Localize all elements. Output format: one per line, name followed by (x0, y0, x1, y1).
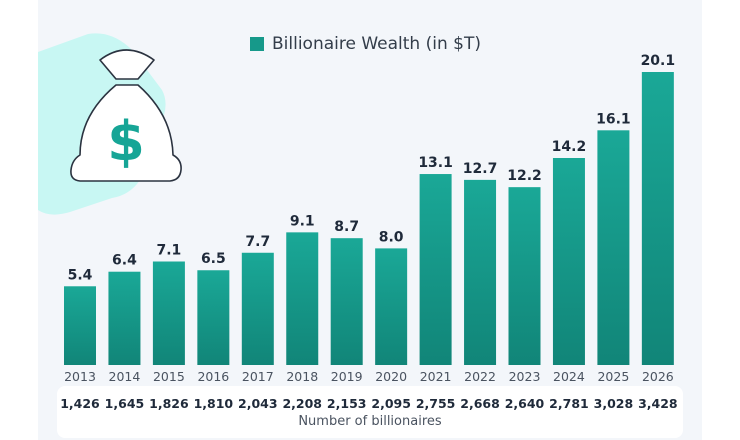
count-2022: 2,668 (460, 396, 500, 411)
count-2014: 1,645 (105, 396, 145, 411)
bar-2016 (197, 270, 230, 365)
bar-2026 (641, 72, 674, 365)
bar-2017 (241, 252, 274, 365)
count-2013: 1,426 (60, 396, 100, 411)
x-tick-2022: 2022 (464, 369, 496, 384)
x-tick-2013: 2013 (64, 369, 96, 384)
x-tick-2015: 2015 (153, 369, 185, 384)
value-label-2026: 20.1 (641, 53, 676, 69)
count-2025: 3,028 (594, 396, 634, 411)
x-tick-2026: 2026 (642, 369, 674, 384)
count-2016: 1,810 (194, 396, 234, 411)
bar-2019 (330, 238, 363, 365)
count-label: Number of billionaires (298, 414, 442, 429)
x-tick-2017: 2017 (242, 369, 274, 384)
value-label-2018: 9.1 (290, 213, 315, 229)
x-tick-2025: 2025 (597, 369, 629, 384)
value-label-2015: 7.1 (156, 243, 181, 259)
x-tick-2019: 2019 (331, 369, 363, 384)
bar-2022 (464, 179, 497, 365)
count-2024: 2,781 (549, 396, 589, 411)
bar-2025 (597, 130, 630, 365)
count-2023: 2,640 (505, 396, 545, 411)
billionaire-count-box (57, 386, 683, 438)
x-tick-2024: 2024 (553, 369, 585, 384)
bar-2014 (108, 271, 141, 365)
count-2017: 2,043 (238, 396, 278, 411)
legend-label: Billionaire Wealth (in $T) (272, 34, 481, 54)
x-tick-2023: 2023 (509, 369, 541, 384)
money-bag-icon: $ (38, 33, 182, 215)
value-label-2019: 8.7 (334, 219, 359, 235)
value-label-2022: 12.7 (463, 161, 498, 177)
value-label-2021: 13.1 (418, 155, 453, 171)
bar-2015 (152, 261, 185, 365)
x-tick-2014: 2014 (109, 369, 141, 384)
bar-2013 (64, 286, 96, 365)
value-label-2020: 8.0 (379, 229, 404, 245)
bar-2020 (375, 248, 408, 365)
count-2019: 2,153 (327, 396, 367, 411)
count-2018: 2,208 (282, 396, 322, 411)
value-label-2017: 7.7 (245, 234, 270, 250)
legend: Billionaire Wealth (in $T) (250, 34, 481, 54)
value-label-2025: 16.1 (596, 111, 631, 127)
value-label-2024: 14.2 (552, 139, 587, 155)
value-label-2023: 12.2 (507, 168, 542, 184)
value-label-2016: 6.5 (201, 251, 226, 267)
legend-swatch (250, 37, 264, 51)
count-2026: 3,428 (638, 396, 678, 411)
bar-2021 (419, 174, 452, 365)
bar-2024 (552, 158, 585, 365)
x-tick-2016: 2016 (197, 369, 229, 384)
x-tick-2018: 2018 (286, 369, 318, 384)
value-label-2014: 6.4 (112, 253, 137, 269)
value-label-2013: 5.4 (68, 267, 93, 283)
svg-text:$: $ (107, 110, 145, 173)
count-2015: 1,826 (149, 396, 189, 411)
count-2021: 2,755 (416, 396, 456, 411)
bar-2018 (286, 232, 319, 365)
x-tick-2020: 2020 (375, 369, 407, 384)
count-2020: 2,095 (371, 396, 411, 411)
bar-2023 (508, 187, 541, 365)
x-tick-2021: 2021 (420, 369, 452, 384)
